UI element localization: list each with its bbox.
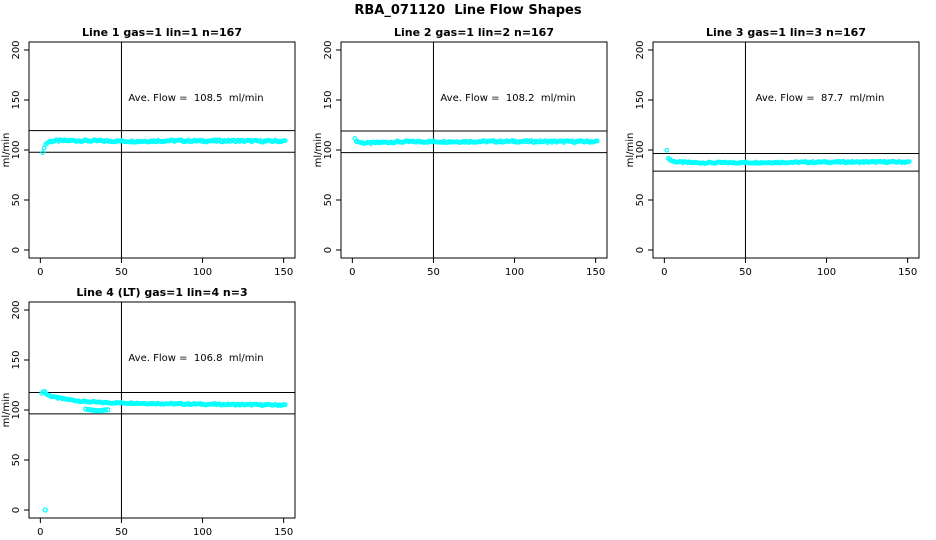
x-tick-label: 150 [274, 267, 293, 278]
subplot-title: Line 1 gas=1 lin=1 n=167 [82, 26, 242, 39]
y-axis-label: ml/min [1, 133, 12, 168]
y-tick-label: 200 [635, 40, 646, 59]
data-point-outlier [42, 507, 48, 513]
x-tick-label: 100 [193, 267, 212, 278]
chart-line-2: Line 2 gas=1 lin=2 n=167 ml/min Ave. Flo… [313, 26, 608, 278]
y-tick-label: 100 [323, 140, 334, 159]
data-point [41, 145, 47, 151]
y-tick-label: 0 [323, 247, 334, 253]
main-title: RBA_071120 Line Flow Shapes [354, 3, 582, 18]
x-tick-label: 100 [193, 527, 212, 538]
y-axis-label: ml/min [1, 393, 12, 428]
plot-box [340, 41, 608, 259]
data-point [282, 402, 288, 408]
data-point [40, 150, 46, 156]
data-point-outlier [105, 407, 111, 413]
data-point-outlier [83, 406, 89, 412]
x-tick-label: 100 [817, 267, 836, 278]
x-tick-label: 50 [427, 267, 440, 278]
data-point-outlier [90, 407, 96, 413]
data-point-outlier [97, 407, 104, 414]
y-tick-label: 100 [11, 140, 22, 159]
data-point-outlier [95, 407, 101, 414]
y-tick-label: 150 [635, 90, 646, 109]
data-point [594, 138, 600, 144]
x-tick-label: 50 [115, 527, 128, 538]
plot-group: 0 50 100 150 0 50 100 150 200 [11, 40, 296, 278]
y-tick-label: 50 [323, 194, 334, 207]
plot-box [28, 41, 296, 259]
subplot-line-1: Line 1 gas=1 lin=1 n=167 ml/min Ave. Flo… [0, 20, 312, 280]
plot-group: 0 50 100 150 0 50 100 150 200 [323, 40, 608, 278]
y-tick-label: 100 [635, 140, 646, 159]
data-point-outlier [100, 407, 106, 413]
y-tick-label: 200 [11, 300, 22, 319]
x-tick-label: 50 [115, 267, 128, 278]
data-point [282, 138, 288, 144]
x-tick-label: 150 [586, 267, 605, 278]
subplot-line-2: Line 2 gas=1 lin=2 n=167 ml/min Ave. Flo… [312, 20, 624, 280]
data-point-outlier [87, 407, 94, 413]
data-point-outlier [85, 406, 91, 413]
y-tick-label: 0 [11, 247, 22, 253]
y-tick-label: 50 [11, 454, 22, 467]
x-tick-label: 50 [739, 267, 752, 278]
y-tick-label: 0 [11, 507, 22, 513]
x-tick-label: 0 [349, 267, 355, 278]
y-tick-label: 100 [11, 400, 22, 419]
chart-line-4: Line 4 (LT) gas=1 lin=4 n=3 ml/min Ave. … [1, 286, 296, 538]
data-point-outlier [92, 407, 99, 414]
avg-flow-annotation: Ave. Flow = 108.2 ml/min [440, 93, 575, 104]
y-tick-label: 200 [323, 40, 334, 59]
y-tick-label: 200 [11, 40, 22, 59]
chart-line-3: Line 3 gas=1 lin=3 n=167 ml/min Ave. Flo… [625, 26, 920, 278]
x-tick-label: 100 [505, 267, 524, 278]
subplot-title: Line 3 gas=1 lin=3 n=167 [706, 26, 866, 39]
subplot-line-4: Line 4 (LT) gas=1 lin=4 n=3 ml/min Ave. … [0, 280, 312, 540]
x-tick-label: 150 [898, 267, 917, 278]
x-tick-label: 150 [274, 527, 293, 538]
y-tick-label: 50 [11, 194, 22, 207]
data-point-outlier [102, 407, 108, 413]
y-tick-label: 0 [635, 247, 646, 253]
subplot-line-3: Line 3 gas=1 lin=3 n=167 ml/min Ave. Flo… [624, 20, 936, 280]
avg-flow-annotation: Ave. Flow = 87.7 ml/min [756, 93, 885, 104]
plot-group: 0 50 100 150 0 50 100 150 200 [11, 300, 296, 538]
y-tick-label: 150 [11, 90, 22, 109]
avg-flow-annotation: Ave. Flow = 108.5 ml/min [128, 93, 263, 104]
y-axis-label: ml/min [625, 133, 636, 168]
chart-line-1: Line 1 gas=1 lin=1 n=167 ml/min Ave. Flo… [1, 26, 296, 278]
subplot-title: Line 4 (LT) gas=1 lin=4 n=3 [76, 286, 247, 299]
subplot-title: Line 2 gas=1 lin=2 n=167 [394, 26, 554, 39]
plot-box [652, 41, 920, 259]
y-tick-label: 50 [635, 194, 646, 207]
x-tick-label: 0 [661, 267, 667, 278]
y-tick-label: 150 [11, 350, 22, 369]
y-tick-label: 150 [323, 90, 334, 109]
x-tick-label: 0 [37, 527, 43, 538]
y-axis-label: ml/min [313, 133, 324, 168]
data-point [906, 159, 912, 165]
x-tick-label: 0 [37, 267, 43, 278]
avg-flow-annotation: Ave. Flow = 106.8 ml/min [128, 353, 263, 364]
plot-box [28, 301, 296, 519]
plot-group: 0 50 100 150 0 50 100 150 200 [635, 40, 920, 278]
data-point [664, 147, 670, 153]
